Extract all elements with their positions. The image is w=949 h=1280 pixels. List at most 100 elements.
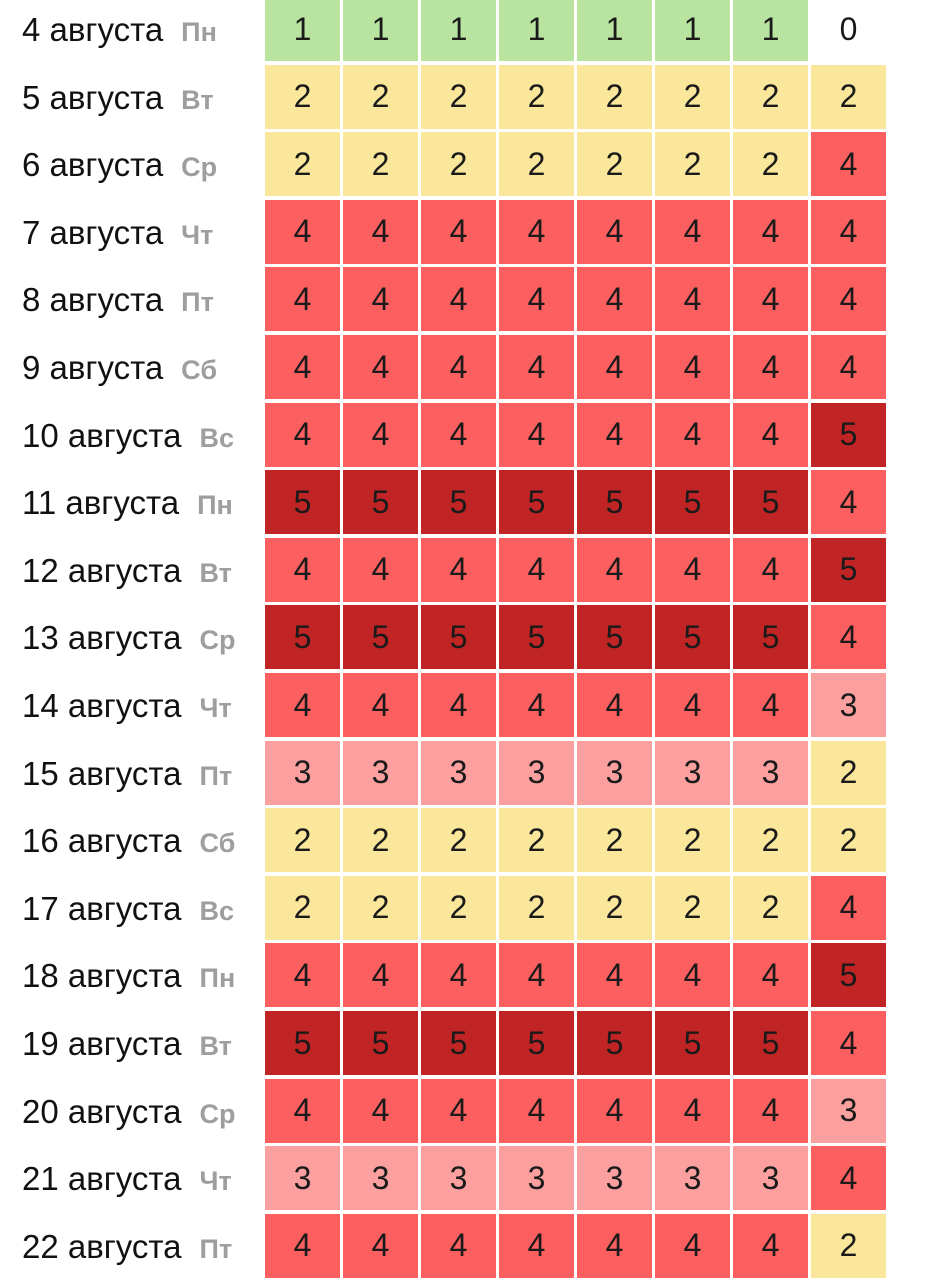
heatmap-cell: 4 — [655, 335, 730, 399]
weekday-text: Чт — [199, 1166, 232, 1197]
date-label: 20 августа Ср — [22, 1095, 236, 1128]
heatmap-cell: 3 — [577, 1146, 652, 1211]
heatmap-cell: 4 — [343, 943, 418, 1008]
heatmap-cell: 2 — [577, 808, 652, 873]
heatmap-cell: 4 — [811, 1146, 886, 1211]
heatmap-cell: 4 — [265, 1078, 340, 1143]
heatmap-cell: 4 — [343, 1078, 418, 1143]
date-label: 16 августа Сб — [22, 824, 235, 857]
heatmap-cell: 4 — [811, 1011, 886, 1075]
date-label: 5 августа Вт — [22, 81, 214, 114]
heatmap-cell: 5 — [655, 1011, 730, 1075]
heatmap-cell: 2 — [577, 132, 652, 197]
heatmap-cell: 4 — [499, 267, 574, 332]
heatmap-cell: 3 — [499, 1146, 574, 1211]
date-text: 11 августа — [22, 484, 180, 522]
weekday-text: Пн — [181, 17, 217, 47]
weekday-text: Сб — [181, 355, 217, 385]
heatmap-cell: 5 — [811, 402, 886, 467]
weekday-text: Пн — [197, 490, 233, 521]
weekday-text: Пн — [199, 963, 236, 994]
heatmap-cell: 4 — [655, 402, 730, 467]
heatmap-cell: 4 — [577, 537, 652, 602]
date-text: 14 августа — [22, 687, 182, 724]
weekday-text: Вт — [181, 84, 214, 115]
heatmap-cell: 3 — [421, 740, 496, 805]
heatmap-cell: 4 — [733, 537, 808, 602]
heatmap-cell: 5 — [343, 605, 418, 670]
heatmap-cell: 4 — [265, 1213, 340, 1278]
heatmap-cell: 5 — [577, 470, 652, 535]
heatmap-cell: 4 — [733, 402, 808, 467]
weekday-text: Ср — [199, 1098, 236, 1129]
heatmap-cell: 4 — [499, 673, 574, 737]
heatmap-cell: 4 — [421, 402, 496, 467]
heatmap-cell: 2 — [655, 808, 730, 873]
heatmap-cell: 5 — [733, 1011, 808, 1075]
heatmap-cell: 2 — [811, 808, 886, 873]
heatmap-cell: 4 — [265, 402, 340, 467]
heatmap-cell: 4 — [733, 1078, 808, 1143]
heatmap-cell: 4 — [265, 537, 340, 602]
date-label: 9 августа Сб — [22, 351, 217, 384]
date-label: 6 августа Ср — [22, 148, 217, 181]
heatmap-cell: 2 — [499, 875, 574, 940]
heatmap-cell: 4 — [265, 943, 340, 1008]
heatmap-cell: 2 — [733, 875, 808, 940]
heatmap-cell: 1 — [577, 0, 652, 61]
weekday-text: Вс — [199, 895, 235, 926]
heatmap-cell: 4 — [655, 199, 730, 264]
heatmap-cell: 3 — [733, 740, 808, 805]
weekday-text: Чт — [199, 693, 232, 723]
heatmap-cell: 4 — [421, 267, 496, 332]
weekday-text: Вс — [199, 422, 235, 453]
heatmap-cell: 4 — [499, 335, 574, 399]
heatmap-cell: 2 — [343, 875, 418, 940]
heatmap-cell: 5 — [343, 1011, 418, 1075]
heatmap-cell: 5 — [811, 943, 886, 1008]
heatmap-cell: 2 — [499, 808, 574, 873]
heatmap-cell: 2 — [577, 875, 652, 940]
heatmap-cell: 4 — [421, 943, 496, 1008]
date-label: 4 августа Пн — [22, 13, 217, 46]
heatmap-cell: 3 — [499, 740, 574, 805]
heatmap-cell: 2 — [265, 875, 340, 940]
date-text: 5 августа — [22, 78, 164, 116]
heatmap-cell: 3 — [343, 740, 418, 805]
heatmap-cell: 1 — [343, 0, 418, 61]
heatmap-cell: 4 — [811, 605, 886, 670]
date-label: 15 августа Пт — [22, 757, 232, 790]
date-text: 22 августа — [22, 1227, 182, 1265]
heatmap-cell: 4 — [733, 199, 808, 264]
heatmap-cell: 3 — [655, 740, 730, 805]
heatmap-cell: 4 — [499, 199, 574, 264]
date-label: 21 августа Чт — [22, 1162, 232, 1195]
heatmap-cell: 4 — [655, 673, 730, 737]
heatmap-cell: 2 — [733, 808, 808, 873]
weekday-text: Вт — [199, 1031, 232, 1061]
heatmap-cell: 4 — [655, 1213, 730, 1278]
heatmap-cell: 1 — [733, 0, 808, 61]
date-text: 21 августа — [22, 1160, 182, 1198]
date-text: 15 августа — [22, 754, 182, 792]
heatmap-cell: 2 — [421, 808, 496, 873]
date-label: 8 августа Пт — [22, 283, 214, 316]
weekday-text: Сб — [199, 828, 236, 859]
heatmap-cell: 5 — [733, 470, 808, 535]
heatmap-cell: 4 — [343, 1213, 418, 1278]
weekday-text: Чт — [181, 219, 214, 250]
heatmap-cell: 5 — [265, 605, 340, 670]
date-text: 19 августа — [22, 1025, 182, 1062]
heatmap-cell: 2 — [265, 132, 340, 197]
heatmap-cell: 4 — [811, 199, 886, 264]
heatmap-cell: 2 — [343, 808, 418, 873]
date-label: 11 августа Пн — [22, 486, 233, 519]
heatmap-cell: 1 — [265, 0, 340, 61]
date-text: 12 августа — [22, 551, 182, 589]
heatmap-cell: 4 — [733, 673, 808, 737]
heatmap-cell: 4 — [811, 470, 886, 535]
heatmap-cell: 2 — [655, 875, 730, 940]
heatmap-cell: 4 — [655, 537, 730, 602]
heatmap-cell: 4 — [343, 199, 418, 264]
